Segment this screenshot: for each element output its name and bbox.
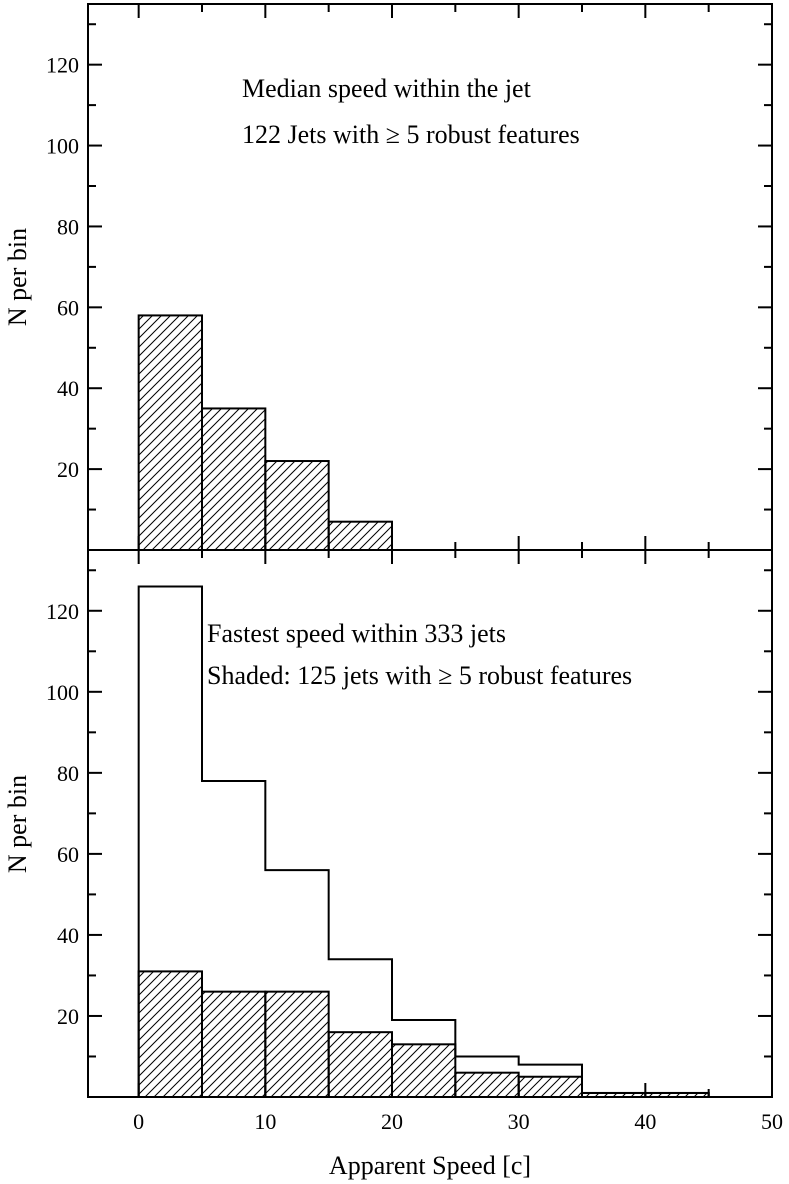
bottom-x-tick-label-50: 50	[761, 1109, 783, 1134]
bottom-hatched-bar-1	[201, 990, 267, 1098]
top-annotation-2: 122 Jets with ≥ 5 robust features	[242, 120, 580, 149]
bottom-hatched-bar-3	[327, 1031, 393, 1099]
bottom-y-tick-label-100: 100	[46, 680, 79, 705]
bottom-panel: 20 40 60 80 100 120 0 10 20 30 40 50 Fastest speed …	[3, 549, 783, 1180]
top-axis-ticks: 20 40 60 80 100 120	[46, 4, 773, 550]
bottom-hatched-bar-2	[264, 990, 330, 1098]
top-hatched-bar-1	[201, 407, 267, 552]
bottom-y-tick-label-80: 80	[57, 761, 79, 786]
bottom-hatched-bar-5	[454, 1071, 520, 1098]
bottom-annotation-2: Shaded: 125 jets with ≥ 5 robust feature…	[207, 661, 632, 690]
top-hatched-bar-0	[137, 314, 204, 551]
bottom-y-tick-label-20: 20	[57, 1004, 79, 1029]
bottom-axis-ticks: 20 40 60 80 100 120 0 10 20 30 40 50	[46, 550, 783, 1134]
top-y-tick-label-100: 100	[46, 134, 79, 159]
top-y-axis-label: N per bin	[3, 228, 32, 326]
bottom-hatched-bar-0	[137, 970, 204, 1098]
bottom-x-tick-label-20: 20	[381, 1109, 403, 1134]
bottom-y-tick-label-120: 120	[46, 599, 79, 624]
top-hatched-bar-2	[264, 460, 330, 551]
bottom-annotation-1: Fastest speed within 333 jets	[207, 619, 506, 648]
bottom-x-tick-label-0: 0	[133, 1109, 144, 1134]
bottom-plot-frame	[87, 549, 773, 1098]
bottom-hatched-bar-6	[517, 1075, 584, 1098]
top-y-tick-label-40: 40	[57, 376, 79, 401]
bottom-bars	[137, 585, 772, 1099]
bottom-x-tick-label-10: 10	[254, 1109, 276, 1134]
bottom-x-tick-label-40: 40	[634, 1109, 656, 1134]
top-bars	[137, 314, 393, 552]
bottom-hatched-bar-4	[391, 1043, 457, 1098]
bottom-y-tick-label-60: 60	[57, 842, 79, 867]
top-hatched-bar-3	[327, 520, 393, 552]
x-axis-label: Apparent Speed [c]	[329, 1151, 531, 1180]
bottom-y-tick-label-40: 40	[57, 923, 79, 948]
top-y-tick-label-20: 20	[57, 457, 79, 482]
top-panel: 20 40 60 80 100 120 Median speed within the j…	[3, 3, 773, 552]
top-y-tick-label-80: 80	[57, 214, 79, 239]
bottom-y-axis-label: N per bin	[3, 775, 32, 873]
bottom-x-tick-label-30: 30	[508, 1109, 530, 1134]
top-y-tick-label-120: 120	[46, 53, 79, 78]
top-y-tick-label-60: 60	[57, 295, 79, 320]
top-annotation-1: Median speed within the jet	[242, 74, 532, 103]
